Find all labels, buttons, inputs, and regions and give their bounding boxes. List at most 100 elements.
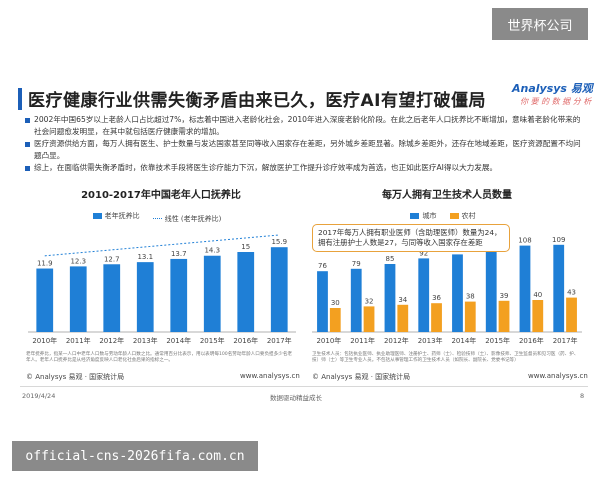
- data-label: 40: [533, 291, 542, 299]
- x-tick-label: 2011年: [66, 336, 91, 345]
- left-chart-source: © Analysys 易观 · 国家统计局: [26, 373, 125, 381]
- legend-item-trend: 线性 (老年抚养比): [152, 214, 221, 224]
- data-label: 13.1: [137, 253, 153, 261]
- bar-city: [485, 250, 497, 332]
- left-chart-plot: 11.9 2010年 12.3 2011年 12.7 2012年 13.1 2013年 13.7…: [28, 234, 296, 345]
- right-chart-title: 每万人拥有卫生技术人员数量: [382, 190, 512, 201]
- data-label: 12.7: [104, 255, 120, 263]
- watermark-top: 世界杯公司: [492, 8, 588, 40]
- data-label: 30: [331, 299, 340, 307]
- bar-rural: [464, 301, 476, 332]
- bar: [203, 255, 221, 332]
- bar: [237, 252, 255, 332]
- bar: [69, 266, 87, 332]
- data-label: 15: [241, 243, 250, 251]
- x-tick-label: 2016年: [519, 336, 544, 345]
- bullet-item: 2002年中国65岁以上老龄人口占比超过7%，标志着中国进入老龄化社会，2010…: [24, 114, 584, 138]
- x-tick-label: 2017年: [267, 336, 292, 345]
- x-tick-label: 2017年: [553, 336, 578, 345]
- x-tick-label: 2015年: [200, 336, 225, 345]
- bar: [136, 262, 154, 332]
- bar-city: [519, 245, 531, 332]
- x-tick-label: 2015年: [485, 336, 510, 345]
- legend-item-bar: 老年抚养比: [92, 211, 140, 221]
- legend-swatch: [410, 213, 420, 219]
- x-tick-label: 2011年: [350, 336, 375, 345]
- bar-rural: [498, 300, 510, 332]
- bar-city: [350, 268, 362, 332]
- data-label: 108: [518, 237, 531, 245]
- legend-swatch: [449, 213, 459, 219]
- bar-city: [452, 254, 463, 332]
- x-tick-label: 2013年: [418, 336, 443, 345]
- page-title: 医疗健康行业供需失衡矛盾由来已久，医疗AI有望打破僵局: [28, 91, 486, 111]
- data-label: 36: [432, 294, 441, 302]
- bar: [36, 268, 54, 332]
- data-label: 15.9: [271, 238, 287, 246]
- right-chart: 每万人拥有卫生技术人员数量 城市 农村 76 30 2010年 79 32 2011年 85…: [306, 186, 588, 386]
- x-tick-label: 2012年: [384, 336, 409, 345]
- bar-city: [418, 258, 430, 332]
- data-label: 39: [500, 292, 509, 300]
- left-chart-url: www.analysys.cn: [240, 372, 300, 380]
- right-chart-note: 卫生技术人员：包括执业医师、执业助理医师、注册护士、药师（士）、检验技师（士）、…: [312, 352, 579, 363]
- analysys-logo: Analysys 易观 你 要 的 数 据 分 析: [512, 80, 593, 116]
- footer-page: 8: [580, 392, 585, 400]
- x-tick-label: 2016年: [233, 336, 258, 345]
- footer-center: 数据驱动精益成长: [270, 394, 322, 402]
- data-label: 32: [365, 297, 374, 305]
- data-label: 14.3: [204, 247, 220, 255]
- x-tick-label: 2012年: [99, 336, 124, 345]
- right-chart-source: © Analysys 易观 · 国家统计局: [312, 373, 411, 381]
- bar-rural: [363, 306, 375, 332]
- data-label: 34: [398, 296, 407, 304]
- trendline: [44, 234, 280, 257]
- legend-label: 城市: [422, 212, 437, 220]
- legend-item-rural: 农村: [449, 211, 476, 221]
- bar-rural: [566, 297, 577, 332]
- legend-item-city: 城市: [410, 211, 436, 221]
- bullet-item: 综上，在面临供需失衡矛盾时，依靠技术手段将医生诊疗能力下沉，解放医护工作提升诊疗…: [24, 162, 584, 174]
- data-label: 43: [567, 289, 576, 297]
- right-chart-url: www.analysys.cn: [528, 372, 588, 380]
- bar: [270, 247, 288, 332]
- footer-divider: [20, 386, 588, 387]
- bar-rural: [397, 304, 409, 332]
- bullet-item: 医疗资源供给方面，每万人拥有医生、护士数量与发达国家甚至同等收入国家存在差距，另…: [24, 138, 584, 162]
- x-tick-label: 2014年: [166, 336, 191, 345]
- bullet-list: 2002年中国65岁以上老龄人口占比超过7%，标志着中国进入老龄化社会，2010…: [24, 114, 584, 174]
- legend-label: 农村: [461, 212, 476, 220]
- bar-rural: [532, 300, 544, 332]
- left-chart-title: 2010-2017年中国老年人口抚养比: [81, 190, 241, 201]
- data-label: 92: [419, 249, 428, 257]
- bar-rural: [431, 303, 442, 332]
- legend-label: 老年抚养比: [104, 212, 140, 220]
- x-tick-label: 2010年: [32, 336, 57, 345]
- data-label: 76: [318, 262, 327, 270]
- data-label: 12.3: [70, 257, 86, 265]
- data-label: 38: [466, 293, 475, 301]
- bar-city: [384, 264, 396, 332]
- bar-city: [553, 244, 565, 332]
- bar: [103, 264, 121, 332]
- x-tick-label: 2013年: [133, 336, 158, 345]
- bar: [170, 258, 188, 332]
- legend-swatch: [152, 218, 162, 219]
- bar-rural: [329, 308, 341, 332]
- bar-city: [317, 271, 328, 332]
- footer-date: 2019/4/24: [22, 392, 56, 400]
- logo-name: Analysys 易观: [512, 82, 593, 95]
- data-label: 85: [386, 255, 395, 263]
- data-label: 11.9: [37, 260, 53, 268]
- x-tick-label: 2014年: [451, 336, 476, 345]
- data-label: 109: [552, 236, 565, 244]
- data-label: 79: [352, 260, 361, 268]
- right-chart-annotation: 2017年每万人拥有职业医师（含助理医师）数量为24，拥有注册护士人数是27，与…: [312, 224, 510, 252]
- x-tick-label: 2010年: [316, 336, 341, 345]
- legend-swatch: [92, 213, 102, 219]
- left-chart: 2010-2017年中国老年人口抚养比 老年抚养比 线性 (老年抚养比) 11.…: [20, 186, 302, 386]
- left-chart-legend: 老年抚养比 线性 (老年抚养比): [20, 204, 302, 224]
- data-label: 13.7: [171, 250, 187, 258]
- title-accent-bar: [18, 88, 22, 110]
- logo-slogan: 你 要 的 数 据 分 析: [520, 97, 592, 106]
